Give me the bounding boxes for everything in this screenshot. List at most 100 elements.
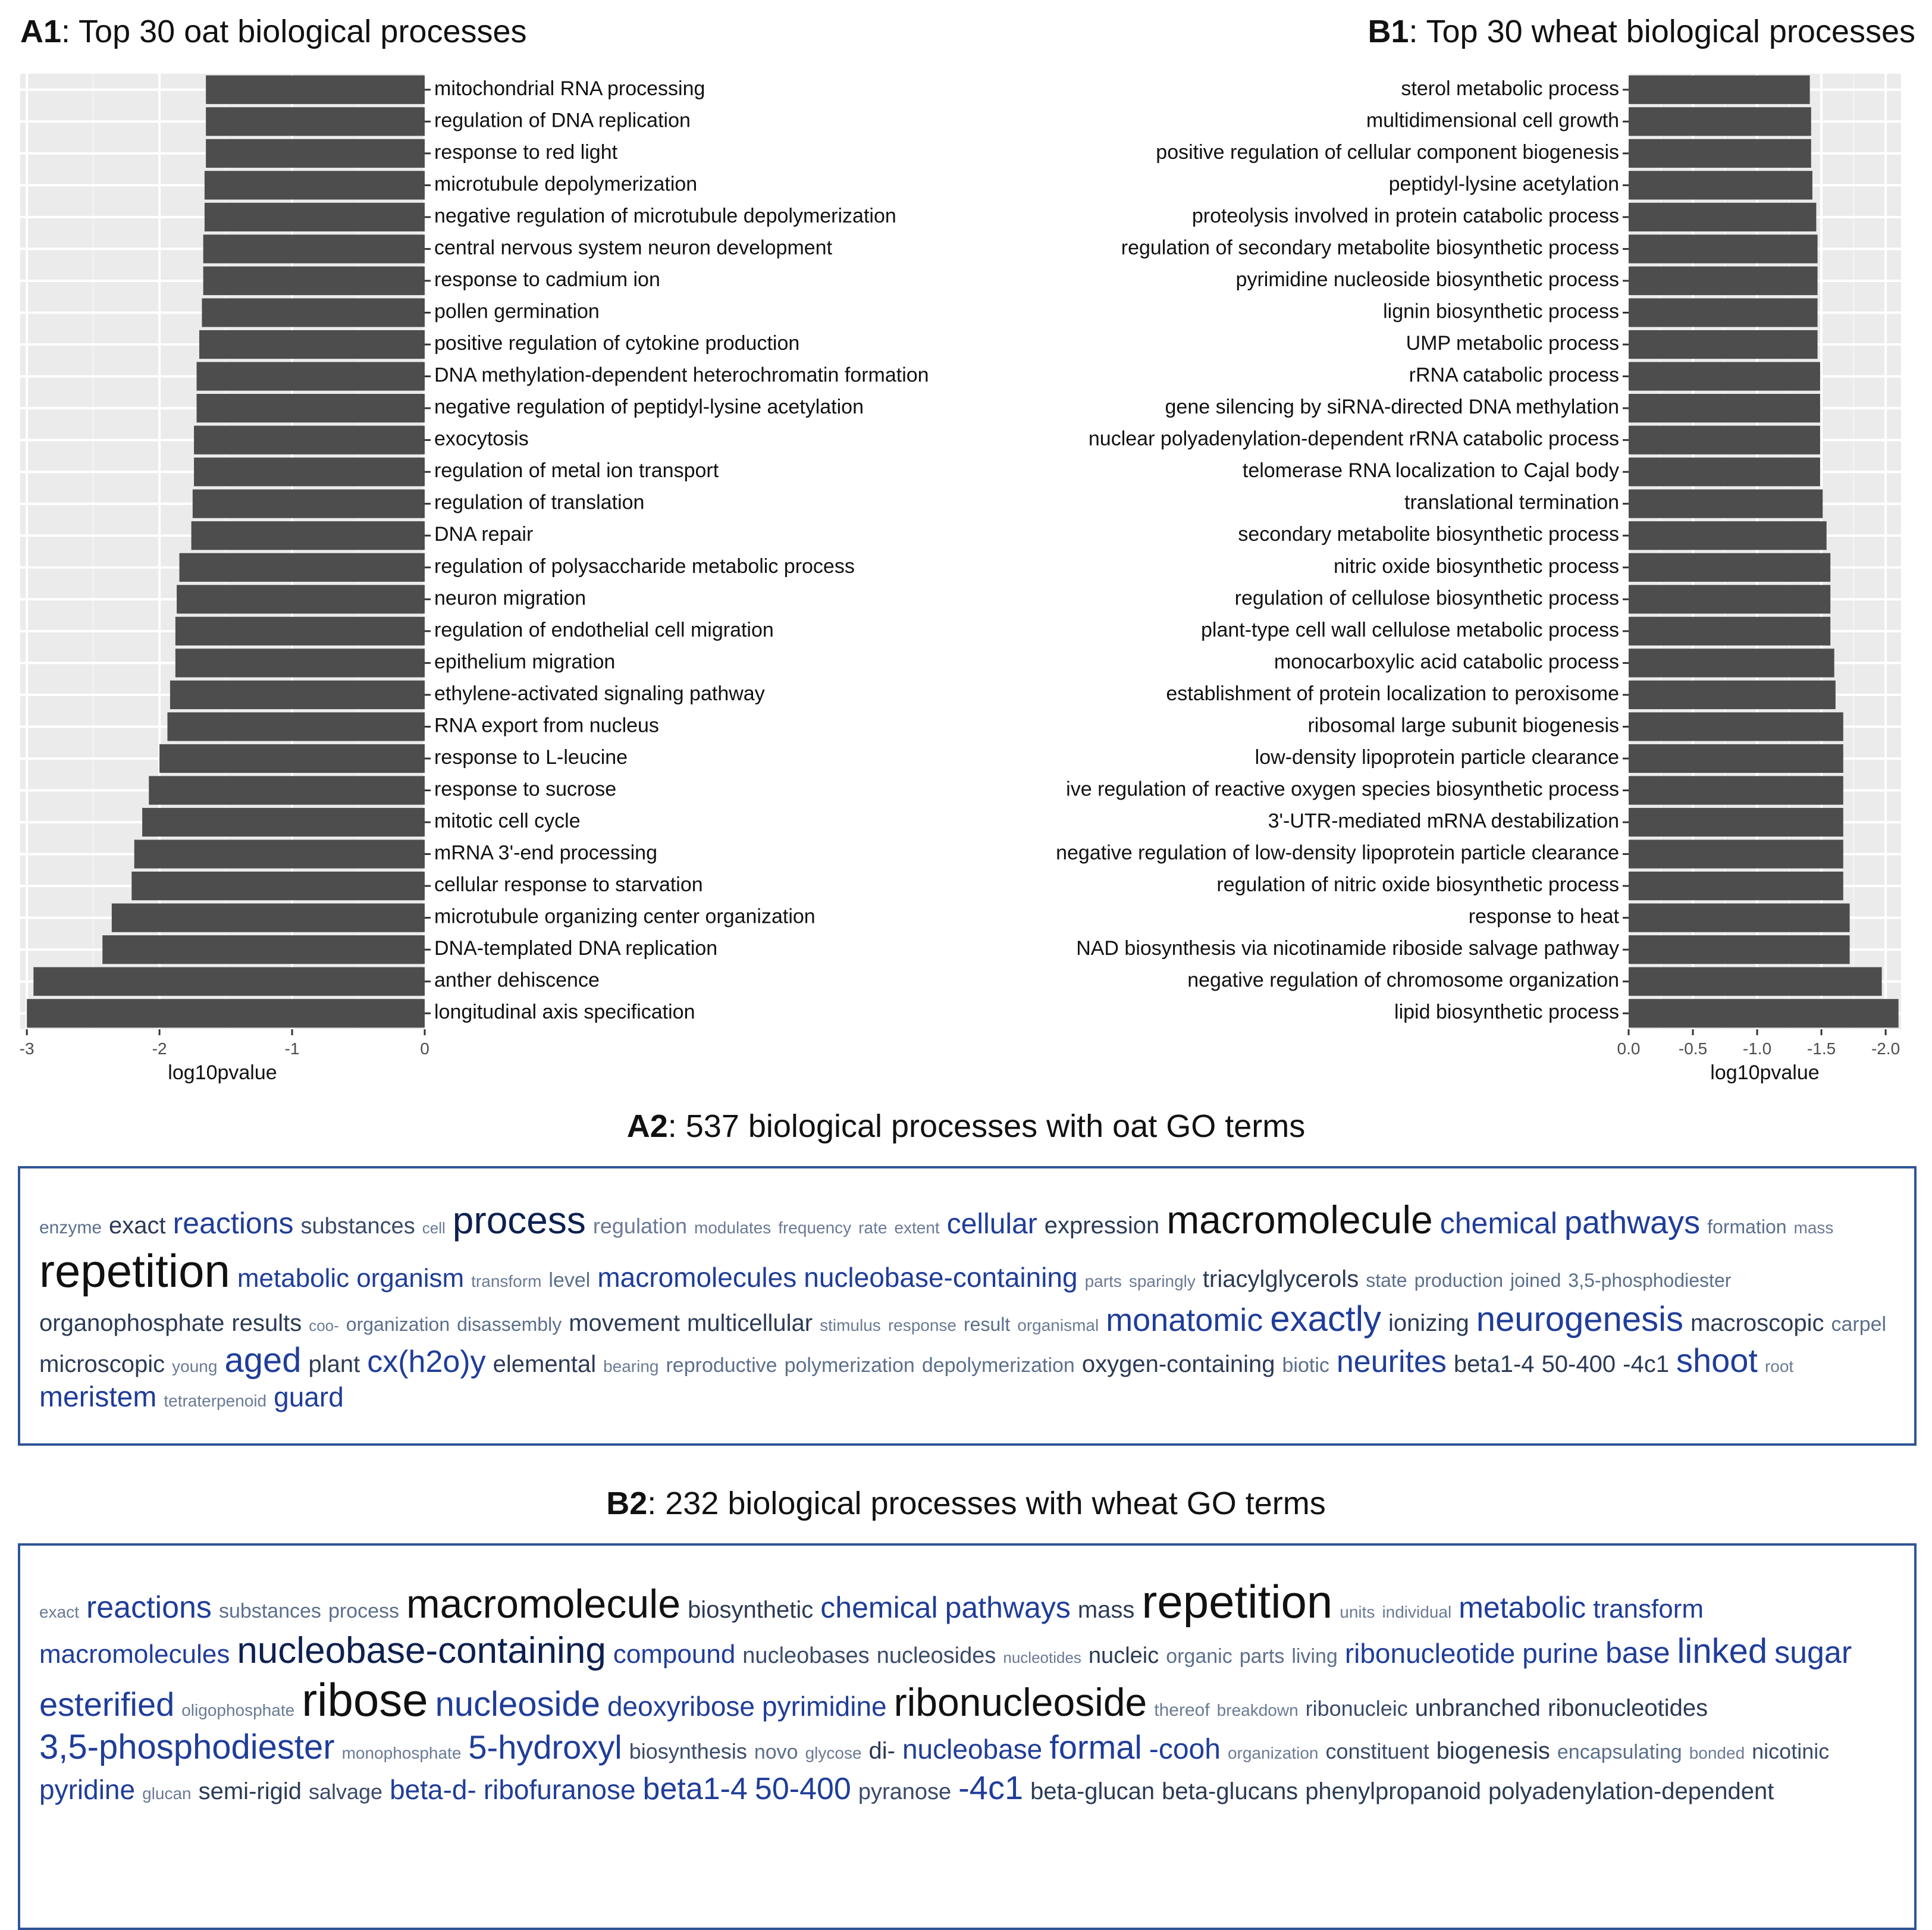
bar <box>177 585 425 614</box>
x-tick-label: 0.0 <box>1617 1039 1641 1058</box>
wheat-cloud-word: beta1-4 <box>642 1771 748 1806</box>
oat-cloud-word: parts <box>1084 1271 1122 1290</box>
bar <box>175 648 425 678</box>
oat-cloud-word: macromolecules <box>597 1261 797 1293</box>
oat-cloud-word: tetraterpenoid <box>164 1392 267 1411</box>
wheat-cloud-word: bonded <box>1689 1744 1745 1763</box>
category-label: establishment of protein localization to… <box>1166 682 1619 705</box>
oat-cloud-word: level <box>548 1268 591 1292</box>
bar <box>1629 107 1811 136</box>
wheat-cloud-word: salvage <box>308 1779 383 1804</box>
bar <box>1629 75 1810 104</box>
category-label: response to heat <box>1469 906 1620 928</box>
oat-cloud-word: stimulus <box>820 1315 881 1334</box>
oat-word-cloud-words: enzyme exact reactions substances cell proces… <box>39 1197 1895 1425</box>
bar <box>1629 458 1820 487</box>
bar <box>111 903 425 932</box>
category-label: mitotic cell cycle <box>434 810 581 832</box>
wheat-cloud-word: biogenesis <box>1436 1738 1550 1765</box>
oat-cloud-word: coo- <box>309 1316 339 1334</box>
oat-cloud-word: polymerization <box>784 1353 915 1377</box>
oat-cloud-word: organismal <box>1017 1315 1099 1334</box>
wheat-cloud-word: polyadenylation-dependent <box>1488 1778 1774 1804</box>
wheat-cloud-word: ribonucleotide <box>1344 1638 1516 1669</box>
wheat-cloud-word: mass <box>1077 1597 1135 1623</box>
wheat-cloud-word: beta-glucan <box>1030 1778 1155 1804</box>
a2-title: A2: 537 biological processes with oat GO… <box>0 1108 1932 1145</box>
wheat-cloud-word: reactions <box>86 1590 212 1625</box>
category-label: RNA export from nucleus <box>434 714 659 737</box>
oat-cloud-word: pathways <box>1564 1205 1701 1240</box>
category-label: monocarboxylic acid catabolic process <box>1274 650 1619 673</box>
wheat-cloud-word: breakdown <box>1216 1701 1299 1720</box>
bar <box>1629 394 1820 423</box>
oat-cloud-word: reactions <box>172 1207 294 1240</box>
oat-cloud-word: triacylglycerols <box>1202 1265 1359 1292</box>
oat-cloud-word: organophosphate <box>39 1309 225 1336</box>
wheat-cloud-word: nucleobase-containing <box>237 1630 606 1672</box>
bar <box>1629 967 1882 996</box>
oat-cloud-word: cx(h2o)y <box>367 1344 486 1379</box>
category-label: lignin biosynthetic process <box>1383 300 1619 322</box>
wheat-cloud-word: nucleobases <box>742 1643 870 1669</box>
bar <box>1629 234 1818 264</box>
wheat-cloud-word: beta-glucans <box>1162 1778 1299 1804</box>
category-label: longitudinal axis specification <box>434 1001 695 1023</box>
oat-cloud-word: substances <box>300 1214 415 1239</box>
wheat-cloud-word: ribonucleoside <box>893 1680 1147 1725</box>
wheat-cloud-word: nucleotides <box>1003 1649 1081 1667</box>
bar <box>206 139 425 168</box>
wheat-cloud-word: glucan <box>142 1784 192 1803</box>
bar <box>203 234 425 264</box>
wheat-cloud-word: repetition <box>1141 1575 1333 1628</box>
x-tick-label: 0 <box>420 1039 429 1058</box>
category-label: positive regulation of cytokine producti… <box>434 332 799 355</box>
wheat-cloud-word: ribofuranose <box>483 1774 636 1805</box>
wheat-cloud-word: linked <box>1677 1632 1768 1671</box>
wheat-cloud-word: ribose <box>302 1674 428 1727</box>
category-label: peptidyl-lysine acetylation <box>1389 173 1619 195</box>
oat-cloud-word: carpel <box>1831 1312 1887 1336</box>
category-label: cellular response to starvation <box>434 873 703 896</box>
oat-cloud-word: chemical <box>1439 1207 1557 1240</box>
wheat-cloud-word: pyranose <box>858 1779 952 1804</box>
bar <box>206 107 425 136</box>
b1-label: B1 <box>1368 14 1409 49</box>
oat-cloud-word: monatomic <box>1106 1302 1263 1338</box>
category-label: response to sucrose <box>434 778 616 800</box>
bar <box>179 553 425 582</box>
x-tick-label: -1 <box>285 1039 300 1058</box>
oat-cloud-word: modulates <box>694 1218 771 1237</box>
x-tick-label: -3 <box>20 1039 34 1058</box>
oat-cloud-word: expression <box>1044 1212 1160 1239</box>
wheat-cloud-word: chemical <box>820 1591 938 1624</box>
bar <box>1629 807 1843 837</box>
category-label: pyrimidine nucleoside biosynthetic proce… <box>1236 268 1619 291</box>
wheat-cloud-word: nicotinic <box>1752 1739 1830 1764</box>
category-label: proteolysis involved in protein cataboli… <box>1192 205 1619 227</box>
x-tick-label: -0.5 <box>1679 1039 1707 1058</box>
oat-cloud-word: neurites <box>1336 1344 1447 1379</box>
bar <box>1629 776 1843 805</box>
category-label: ethylene-activated signaling pathway <box>434 682 765 705</box>
category-label: regulation of translation <box>434 491 644 514</box>
oat-cloud-word: -4c1 <box>1623 1351 1669 1377</box>
category-label: ive regulation of reactive oxygen specie… <box>1066 778 1619 800</box>
category-label: mRNA 3'-end processing <box>434 842 657 864</box>
bar <box>159 744 425 773</box>
bar <box>1629 202 1817 231</box>
oat-cloud-word: mass <box>1793 1218 1834 1237</box>
category-label: microtubule depolymerization <box>434 173 697 195</box>
oat-cloud-word: oxygen-containing <box>1081 1351 1275 1377</box>
category-label: DNA-templated DNA replication <box>434 937 717 960</box>
wheat-cloud-word: 5-hydroxyl <box>468 1728 622 1766</box>
oat-cloud-word: metabolic <box>237 1263 350 1293</box>
oat-cloud-word: 3,5-phosphodiester <box>1568 1269 1732 1291</box>
wheat-cloud-word: ribonucleotides <box>1548 1695 1708 1722</box>
wheat-cloud-word: semi-rigid <box>198 1778 302 1804</box>
bar <box>194 425 425 455</box>
oat-cloud-word: formation <box>1707 1216 1787 1237</box>
bar <box>1629 425 1820 455</box>
bar <box>175 616 425 646</box>
oat-cloud-word: guard <box>274 1381 344 1413</box>
